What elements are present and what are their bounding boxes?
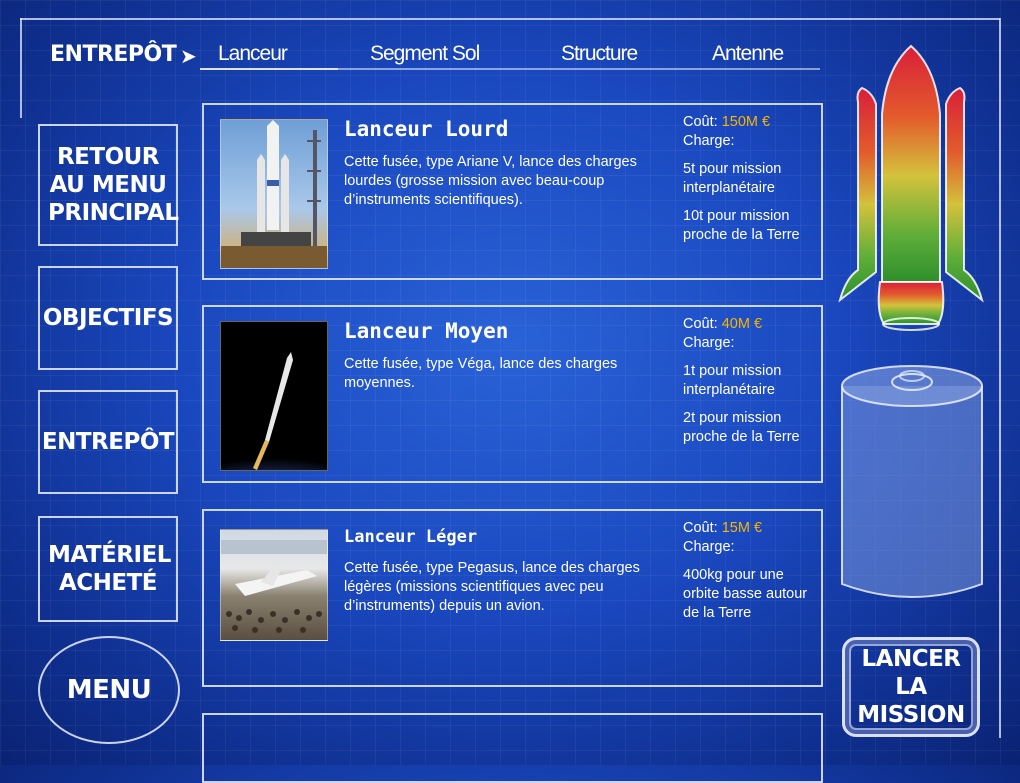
charge-label: Charge: [683,539,735,555]
nav-arrow-icon: ➤ [180,46,197,68]
charge-line: 10t pour mission proche de la Terre [683,208,800,243]
medium-launcher-image [220,321,328,471]
launcher-card-heavy[interactable]: Lanceur Lourd Cette fusée, type Ariane V… [202,103,823,280]
launcher-card-medium[interactable]: Lanceur Moyen Cette fusée, type Véga, la… [202,305,823,483]
charge-line: 1t pour mission interplanétaire [683,363,782,398]
tab-antenne[interactable]: Antenne [712,42,784,65]
medium-launcher-info: Coût: 40M € Charge: 1t pour mission inte… [683,315,823,456]
warehouse-button[interactable]: ENTREPÔT [38,390,178,494]
cost-value: 15M € [721,520,763,536]
launcher-card-light[interactable]: Lanceur Léger Cette fusée, type Pegasus,… [202,509,823,687]
medium-launcher-title: Lanceur Moyen [344,319,509,343]
charge-label: Charge: [683,133,735,149]
warehouse-label: ENTREPÔT [41,429,175,455]
cost-label: Coût: [683,114,718,130]
charge-label: Charge: [683,335,735,351]
purchased-equipment-button[interactable]: MATÉRIEL ACHETÉ [38,516,178,622]
menu-label: MENU [66,675,152,705]
tab-segment-sol[interactable]: Segment Sol [370,42,480,65]
back-to-main-menu-label: RETOUR AU MENU PRINCIPAL [48,144,179,226]
tab-underline-active [200,68,338,70]
heavy-launcher-title: Lanceur Lourd [344,117,509,141]
light-launcher-image [220,529,328,641]
menu-button[interactable]: MENU [38,636,180,744]
cost-label: Coût: [683,316,718,332]
back-to-main-menu-button[interactable]: RETOUR AU MENU PRINCIPAL [38,124,179,246]
launch-mission-button[interactable]: LANCER LA MISSION [842,637,980,737]
heavy-launcher-description: Cette fusée, type Ariane V, lance des ch… [344,154,637,208]
launch-mission-label: LANCER LA MISSION [857,646,965,728]
medium-launcher-description: Cette fusée, type Véga, lance des charge… [344,356,618,391]
rocket-gauge-icon [838,44,984,331]
cost-label: Coût: [683,520,718,536]
tab-structure[interactable]: Structure [561,42,638,65]
heavy-launcher-info: Coût: 150M € Charge: 5t pour mission int… [683,113,823,254]
light-launcher-description: Cette fusée, type Pegasus, lance des cha… [344,560,640,614]
objectives-label: OBJECTIFS [42,305,174,331]
cost-value: 40M € [721,316,763,332]
cost-value: 150M € [721,114,771,130]
charge-line: 5t pour mission interplanétaire [683,161,782,196]
charge-line: 400kg pour une orbite basse autour de la… [683,567,808,621]
tab-underline [338,68,820,70]
frame-top-line [20,18,1000,20]
payload-cylinder-icon [841,365,983,598]
tab-lanceur[interactable]: Lanceur [218,42,288,65]
objectives-button[interactable]: OBJECTIFS [38,266,178,370]
heavy-launcher-image [220,119,328,269]
frame-left-line [20,18,22,118]
nav-brand: ENTREPÔT [50,42,177,67]
purchased-equipment-label: MATÉRIEL ACHETÉ [48,542,171,596]
frame-right-line [999,18,1001,738]
charge-line: 2t pour mission proche de la Terre [683,410,800,445]
launcher-card-empty[interactable] [202,713,823,783]
light-launcher-title: Lanceur Léger [344,527,478,547]
light-launcher-info: Coût: 15M € Charge: 400kg pour une orbit… [683,519,823,632]
